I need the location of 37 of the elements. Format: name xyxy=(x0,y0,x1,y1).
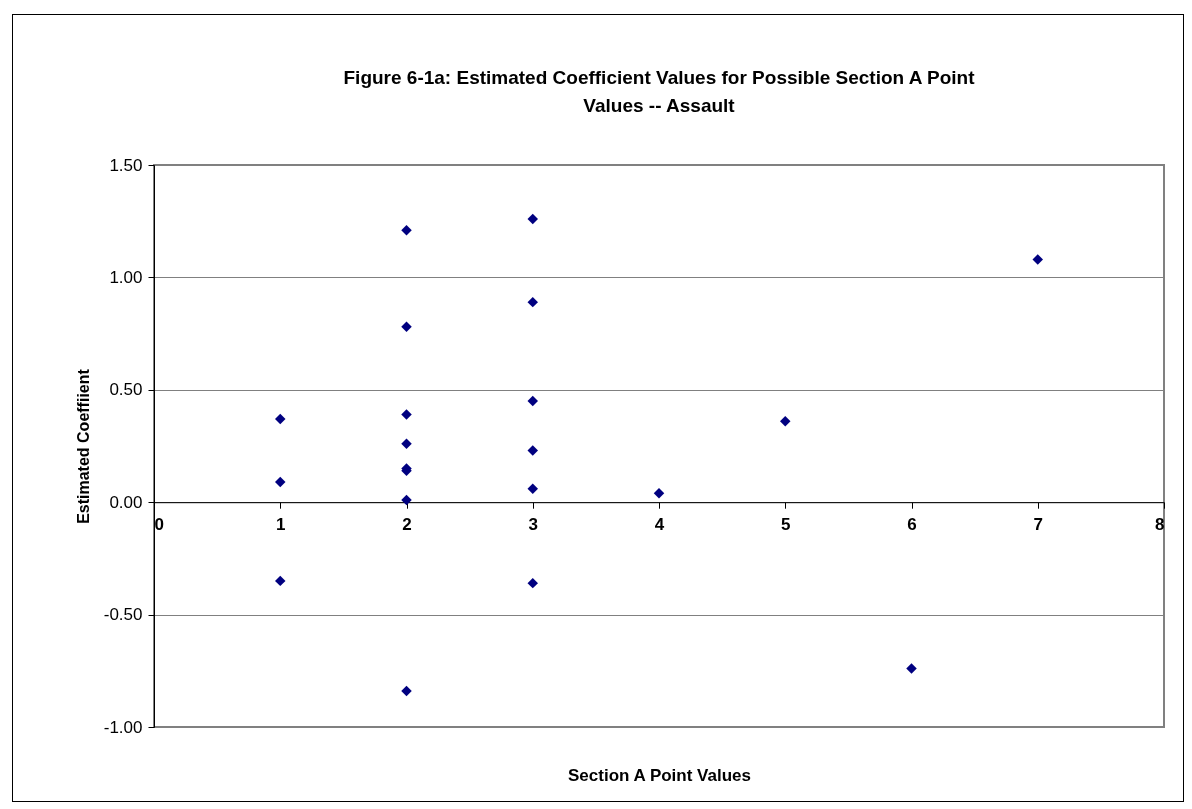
x-tick-label: 3 xyxy=(528,514,538,534)
y-tick-label: 0.00 xyxy=(109,492,143,512)
point xyxy=(527,483,538,494)
point xyxy=(653,487,665,499)
point xyxy=(780,416,791,427)
x-tick-label: 1 xyxy=(276,514,286,534)
y-tick-label: 0.50 xyxy=(109,380,143,400)
point xyxy=(527,296,538,308)
point xyxy=(401,409,412,420)
y-tick-label: 1.50 xyxy=(109,155,143,175)
point xyxy=(527,577,538,589)
point xyxy=(527,395,538,407)
point xyxy=(275,575,286,587)
point xyxy=(906,663,917,674)
point xyxy=(275,476,286,488)
x-tick-label: 4 xyxy=(654,514,665,534)
x-tick-label: 7 xyxy=(1033,514,1043,534)
x-tick-label: 8 xyxy=(1155,514,1165,534)
point xyxy=(401,685,412,697)
point xyxy=(527,445,538,456)
x-tick-label: 6 xyxy=(907,514,917,534)
y-tick-label: -0.50 xyxy=(103,605,143,625)
point xyxy=(275,413,286,425)
x-tick-label: 5 xyxy=(781,514,791,534)
point xyxy=(527,213,538,225)
point xyxy=(401,494,412,506)
point xyxy=(1032,254,1043,265)
x-tick-label: 0 xyxy=(154,514,164,534)
point xyxy=(401,321,412,333)
y-axis-title: Estimated Coeffiient xyxy=(74,368,92,524)
x-tick-label: 2 xyxy=(402,514,412,534)
chart-title: Figure 6-1a: Estimated Coefficient Values for Possible Section A Point Values -- Assault xyxy=(343,67,976,116)
point xyxy=(401,224,412,236)
y-tick-label: -1.00 xyxy=(103,717,143,737)
x-axis-title: Section A Point Values xyxy=(568,765,751,785)
y-tick-label: 1.00 xyxy=(109,267,143,287)
point xyxy=(401,438,412,449)
